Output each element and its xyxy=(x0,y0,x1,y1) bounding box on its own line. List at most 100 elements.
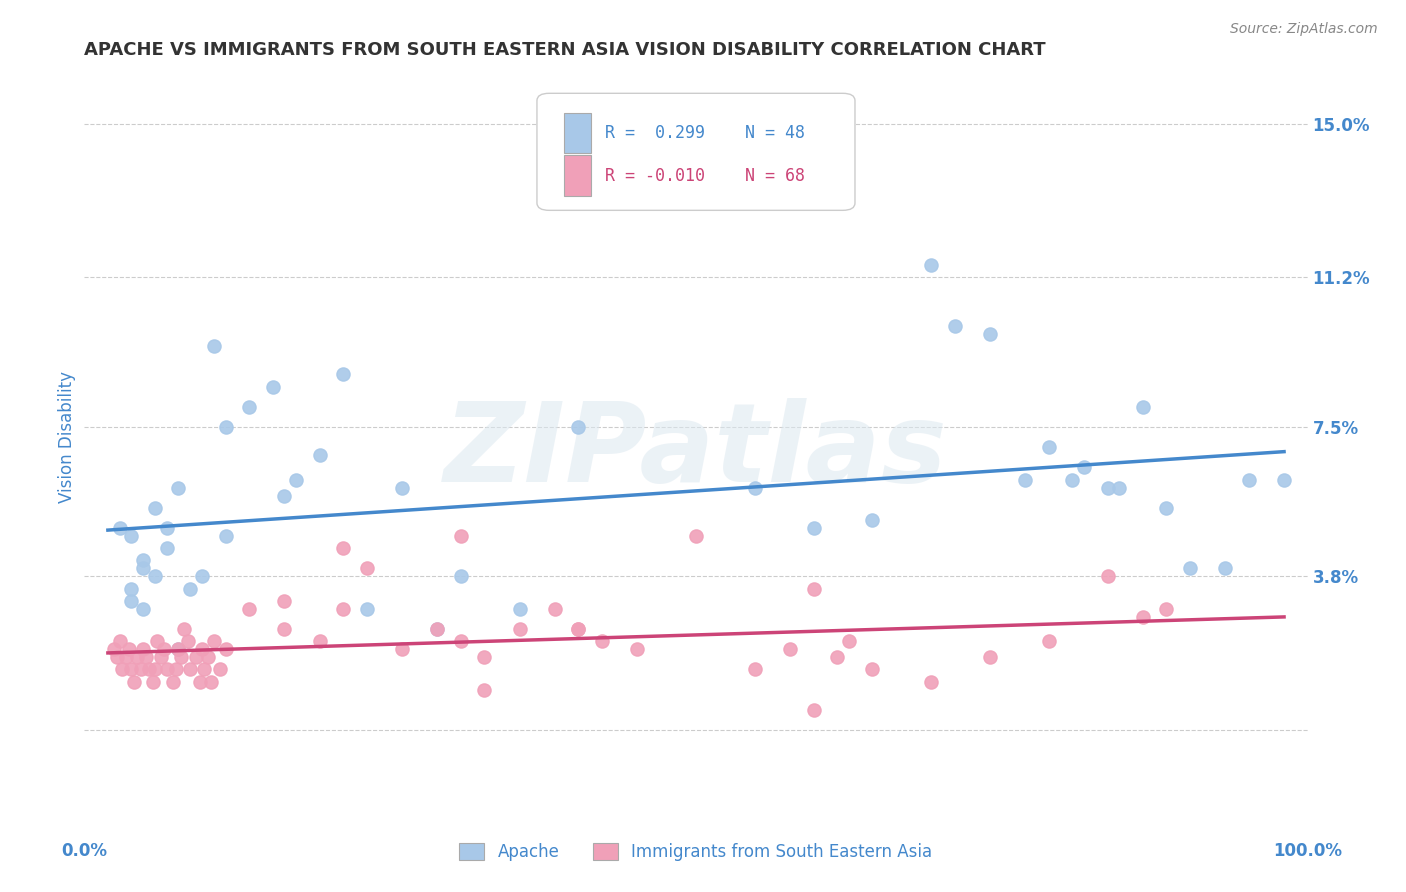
FancyBboxPatch shape xyxy=(537,94,855,211)
Point xyxy=(509,622,531,636)
Point xyxy=(860,513,883,527)
Point xyxy=(1014,473,1036,487)
Point xyxy=(103,642,125,657)
Point xyxy=(132,561,155,575)
Point xyxy=(920,674,942,689)
Point xyxy=(191,569,214,583)
Point xyxy=(188,674,211,689)
Point xyxy=(332,368,354,382)
Point xyxy=(803,703,825,717)
Point xyxy=(779,642,801,657)
Point xyxy=(118,642,141,657)
Point xyxy=(472,682,495,697)
Point xyxy=(1062,473,1084,487)
Point xyxy=(744,481,766,495)
Point xyxy=(426,622,449,636)
Point xyxy=(143,500,166,515)
Point xyxy=(108,634,131,648)
Point xyxy=(114,650,136,665)
Point xyxy=(308,634,330,648)
Point xyxy=(200,674,222,689)
Point xyxy=(214,529,236,543)
Point xyxy=(1097,569,1119,583)
Point xyxy=(273,489,295,503)
Point xyxy=(332,541,354,556)
Point xyxy=(120,582,142,596)
Point xyxy=(1156,500,1178,515)
Point xyxy=(143,569,166,583)
Point xyxy=(165,662,187,676)
Text: 0.0%: 0.0% xyxy=(62,842,107,860)
Point xyxy=(162,674,184,689)
Point xyxy=(567,622,589,636)
Point xyxy=(108,521,131,535)
Point xyxy=(191,642,214,657)
Point xyxy=(167,642,190,657)
Point xyxy=(1178,561,1201,575)
Point xyxy=(156,662,179,676)
Text: R = -0.010    N = 68: R = -0.010 N = 68 xyxy=(606,167,806,185)
Text: R =  0.299    N = 48: R = 0.299 N = 48 xyxy=(606,124,806,142)
Point xyxy=(135,650,157,665)
Point xyxy=(356,602,378,616)
Point xyxy=(193,662,215,676)
Point xyxy=(214,642,236,657)
Point xyxy=(838,634,860,648)
Point xyxy=(132,553,155,567)
Bar xyxy=(564,113,591,153)
Point xyxy=(472,650,495,665)
Point xyxy=(167,481,190,495)
Point xyxy=(1097,481,1119,495)
Point xyxy=(1156,602,1178,616)
Y-axis label: Vision Disability: Vision Disability xyxy=(58,371,76,503)
Point xyxy=(1038,634,1060,648)
Point xyxy=(450,529,472,543)
Point xyxy=(208,662,231,676)
Point xyxy=(544,602,567,616)
Point xyxy=(356,561,378,575)
Point xyxy=(1073,460,1095,475)
Point xyxy=(1132,610,1154,624)
Point xyxy=(132,642,155,657)
Point xyxy=(132,602,155,616)
Point xyxy=(170,650,193,665)
Point xyxy=(184,650,207,665)
Point xyxy=(1213,561,1236,575)
Point xyxy=(803,521,825,535)
Point xyxy=(122,674,145,689)
Point xyxy=(177,634,200,648)
Point xyxy=(626,642,648,657)
Point xyxy=(262,379,284,393)
Point xyxy=(149,650,172,665)
Point xyxy=(143,662,166,676)
Point xyxy=(214,420,236,434)
Point xyxy=(273,593,295,607)
Point xyxy=(332,602,354,616)
Point xyxy=(943,318,966,333)
Point xyxy=(391,481,413,495)
Point xyxy=(450,634,472,648)
Legend: Apache, Immigrants from South Eastern Asia: Apache, Immigrants from South Eastern As… xyxy=(453,836,939,868)
Point xyxy=(156,541,179,556)
Point xyxy=(803,582,825,596)
Point xyxy=(450,569,472,583)
Point xyxy=(509,602,531,616)
Point xyxy=(273,622,295,636)
Point xyxy=(138,662,160,676)
Text: ZIPatlas: ZIPatlas xyxy=(444,398,948,505)
Text: APACHE VS IMMIGRANTS FROM SOUTH EASTERN ASIA VISION DISABILITY CORRELATION CHART: APACHE VS IMMIGRANTS FROM SOUTH EASTERN … xyxy=(84,41,1046,59)
Point xyxy=(285,473,308,487)
Point xyxy=(238,602,260,616)
Point xyxy=(202,339,225,353)
Point xyxy=(167,642,190,657)
Point xyxy=(979,326,1001,341)
Point xyxy=(173,622,195,636)
Point xyxy=(120,593,142,607)
Point xyxy=(127,650,149,665)
Text: 100.0%: 100.0% xyxy=(1272,842,1343,860)
Point xyxy=(979,650,1001,665)
Point xyxy=(308,448,330,462)
Point xyxy=(920,258,942,272)
Point xyxy=(1108,481,1130,495)
Point xyxy=(426,622,449,636)
